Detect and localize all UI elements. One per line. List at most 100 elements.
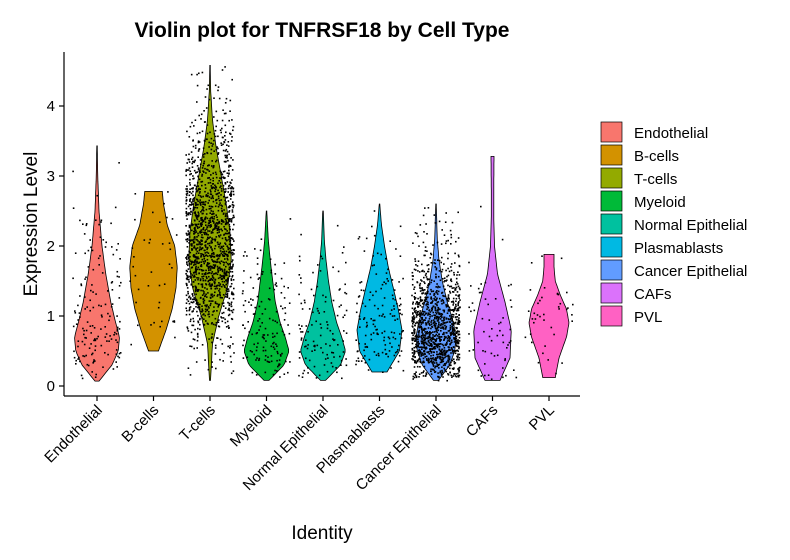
data-point <box>431 326 434 328</box>
data-point <box>186 278 189 281</box>
data-point <box>355 360 358 362</box>
data-point <box>226 144 228 146</box>
data-point <box>358 360 360 362</box>
data-point <box>117 243 119 245</box>
data-point <box>434 371 436 373</box>
data-point <box>197 194 200 196</box>
data-point <box>229 347 231 349</box>
data-point <box>264 355 267 357</box>
data-point <box>430 344 432 347</box>
data-point <box>186 169 188 171</box>
data-point <box>196 84 199 87</box>
data-point <box>414 232 417 234</box>
data-point <box>152 211 154 214</box>
data-point <box>415 344 418 346</box>
data-point <box>216 265 219 268</box>
data-point <box>442 323 444 326</box>
data-point <box>274 369 276 372</box>
data-point <box>188 239 190 241</box>
data-point <box>264 308 267 310</box>
data-point <box>193 184 196 187</box>
data-point <box>75 323 78 325</box>
data-point <box>366 321 368 324</box>
data-point <box>206 132 209 135</box>
data-point <box>227 248 230 251</box>
data-point <box>336 371 338 374</box>
data-point <box>129 280 131 282</box>
data-point <box>425 372 428 374</box>
data-point <box>197 320 199 323</box>
data-point <box>227 191 229 193</box>
data-point <box>195 269 197 271</box>
data-point <box>87 364 90 367</box>
data-point <box>344 291 346 294</box>
data-point <box>451 323 453 325</box>
data-point <box>114 331 116 334</box>
data-point <box>444 351 446 353</box>
data-point <box>571 320 573 322</box>
data-point <box>417 323 420 325</box>
data-point <box>203 249 206 252</box>
data-point <box>411 342 414 345</box>
data-point <box>204 273 206 276</box>
data-point <box>197 156 199 158</box>
data-point <box>436 353 438 356</box>
data-point <box>442 333 444 336</box>
data-point <box>229 198 232 200</box>
data-point <box>434 266 436 268</box>
data-point <box>217 269 219 271</box>
data-point <box>187 268 190 270</box>
data-point <box>436 327 438 329</box>
data-point <box>216 337 219 339</box>
data-point <box>213 150 215 152</box>
data-point <box>206 309 208 312</box>
data-point <box>257 342 259 345</box>
data-point <box>300 233 302 236</box>
x-tick-label: B-cells <box>118 402 162 446</box>
data-point <box>420 323 423 325</box>
data-point <box>221 209 223 212</box>
data-point <box>204 167 206 170</box>
data-point <box>197 327 199 330</box>
data-point <box>449 318 452 321</box>
legend-swatch <box>600 282 623 304</box>
data-point <box>100 219 103 222</box>
data-point <box>186 190 189 193</box>
data-point <box>186 240 188 243</box>
data-point <box>199 328 201 331</box>
data-point <box>224 66 226 68</box>
data-point <box>209 181 212 184</box>
data-point <box>320 327 323 329</box>
data-point <box>390 331 393 334</box>
data-point <box>185 257 188 259</box>
data-point <box>452 304 454 306</box>
data-point <box>446 298 449 300</box>
data-point <box>197 185 199 187</box>
data-point <box>191 243 193 245</box>
data-point <box>272 336 274 338</box>
data-point <box>226 245 228 247</box>
data-point <box>425 346 427 349</box>
data-point <box>402 330 404 332</box>
data-point <box>204 218 206 221</box>
data-point <box>412 313 414 315</box>
data-point <box>92 362 94 364</box>
data-point <box>430 337 432 339</box>
data-point <box>91 284 93 286</box>
data-point <box>424 338 427 341</box>
data-point <box>326 327 329 330</box>
data-point <box>332 352 335 354</box>
data-point <box>490 352 493 355</box>
data-point <box>422 329 425 331</box>
data-point <box>436 293 439 295</box>
data-point <box>389 240 391 242</box>
data-point <box>225 160 227 163</box>
data-point <box>412 303 414 305</box>
legend-item: CAFs <box>600 282 672 304</box>
data-point <box>429 257 432 259</box>
data-point <box>457 353 459 356</box>
data-point <box>202 206 205 209</box>
data-point <box>250 304 253 306</box>
data-point <box>246 356 249 359</box>
data-point <box>427 303 429 306</box>
